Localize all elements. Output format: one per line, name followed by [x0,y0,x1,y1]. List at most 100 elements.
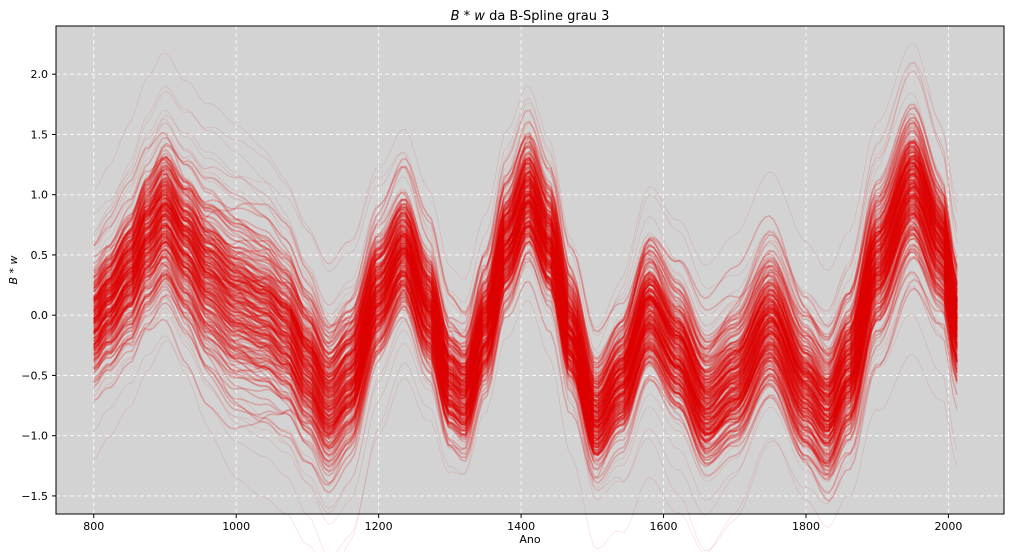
series-line [93,228,958,456]
series-line [93,202,958,457]
series-line [93,129,958,386]
series-line [93,136,958,417]
series-line [93,193,958,451]
series-line [93,62,958,377]
series-line [93,208,958,444]
series-line [93,142,958,375]
series-line [93,173,958,418]
series-line [93,173,958,452]
series-line [93,177,958,450]
series-line [93,220,958,449]
series-line [93,211,958,450]
series-line [93,131,958,454]
y-tick-label: −1.5 [21,490,48,503]
series-line [93,189,958,432]
series-line [93,122,958,380]
series-line [93,197,958,453]
series-line [93,197,958,433]
series-line [93,212,958,444]
series-line [93,119,958,397]
series-line [93,182,958,427]
series-line [93,176,958,410]
series-line [93,102,958,364]
x-tick-label: 1000 [222,520,250,533]
y-tick-label: 1.0 [31,189,49,202]
series-line [93,207,958,448]
series-line [93,162,958,420]
series-line [93,194,958,428]
series-line [93,147,958,405]
series-line [93,169,958,419]
series-line [93,157,958,424]
series-line [93,185,958,465]
x-tick-label: 1800 [792,520,820,533]
series-line [93,203,958,431]
series-line [93,167,958,414]
series-line [93,206,958,457]
series-line [93,212,958,441]
y-tick-label: 1.5 [31,128,49,141]
series-line [93,61,958,351]
series-line [93,148,958,397]
series-line [93,167,958,412]
series-line [93,175,958,421]
series-line [93,178,958,412]
series-line [93,221,958,456]
series-line [93,185,958,459]
series-line [93,174,958,412]
series-line [93,164,958,402]
series-line [93,162,958,405]
series-line [93,183,958,418]
series-line [93,141,958,395]
series-line [93,165,958,422]
series-line [93,167,958,412]
series-line [93,116,958,364]
series-line [93,166,958,414]
series-line [93,171,958,421]
series-line [93,193,958,436]
series-line [93,158,958,424]
series-line [93,194,958,454]
x-tick-label: 2000 [934,520,962,533]
series-line [93,256,958,494]
series-line [93,210,958,442]
series-line [93,154,958,399]
series-line [93,207,958,444]
series-line [93,62,958,373]
series-line [93,181,958,415]
series-line [93,122,958,377]
series-line [93,138,958,399]
series-line [93,160,958,441]
series-line [93,144,958,400]
series-line [93,204,958,432]
series-line [93,131,958,417]
grid [56,26,1004,514]
series-line [93,175,958,450]
series-line [93,186,958,422]
series-line [93,127,958,383]
series-line [93,213,958,454]
series-line [93,203,958,452]
series-line [93,141,958,389]
series-line [93,149,958,399]
series-line [93,149,958,425]
series-line [93,166,958,435]
series-line [93,109,958,396]
series-line [93,228,958,462]
series-line [93,186,958,422]
series-line [93,140,958,433]
x-tick-label: 1600 [650,520,678,533]
series-line [93,178,958,448]
series-line [93,152,958,399]
series-line [93,208,958,445]
series-line [93,155,958,433]
series-line [93,179,958,433]
series-line [93,225,958,473]
series-line [93,214,958,472]
series-line [93,185,958,423]
series-line [93,234,958,468]
series-line [93,172,958,447]
y-axis-label: B * w [7,255,20,284]
series-line [93,194,958,446]
